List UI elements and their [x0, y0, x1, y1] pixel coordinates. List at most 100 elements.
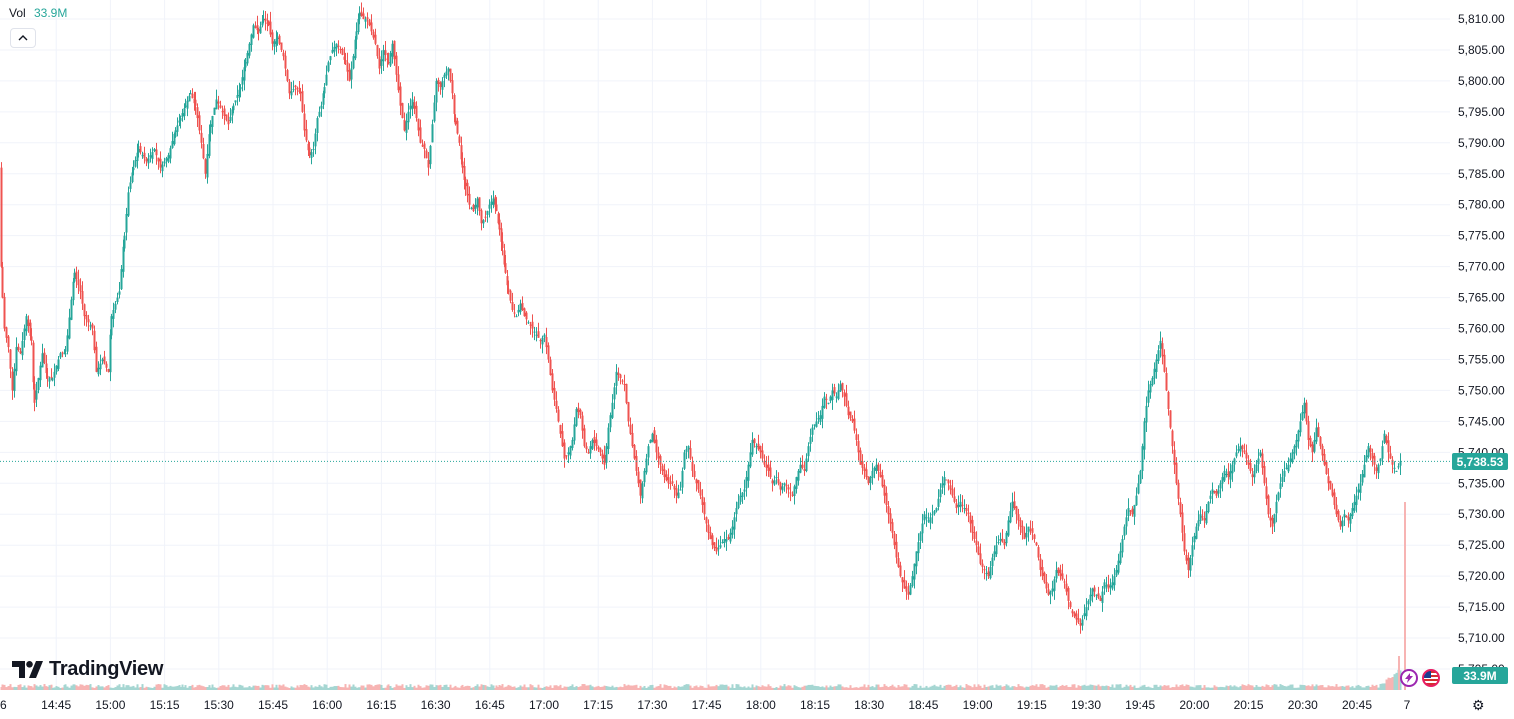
candle-body	[1287, 464, 1290, 472]
candle	[95, 341, 98, 373]
volume-bar	[795, 686, 798, 690]
candle-body	[183, 108, 186, 117]
volume-bar	[705, 687, 708, 690]
lightning-icon[interactable]	[1400, 669, 1418, 687]
candle-body	[301, 91, 304, 112]
candle-body	[254, 26, 257, 28]
candle-body	[911, 576, 914, 586]
candle	[759, 445, 762, 459]
candle-body	[1101, 591, 1104, 603]
candle-body	[1393, 467, 1396, 469]
candle-body	[118, 291, 121, 295]
candle	[286, 68, 289, 83]
volume-bar	[305, 684, 308, 690]
candle-body	[897, 558, 900, 567]
candle-body	[767, 464, 770, 471]
volume-bar	[1259, 686, 1262, 690]
candle	[1113, 568, 1116, 591]
candle	[1063, 578, 1066, 589]
candle	[629, 417, 632, 435]
candle-body	[935, 508, 938, 512]
candle	[116, 292, 119, 305]
candle-body	[1399, 461, 1402, 466]
candle	[733, 512, 736, 539]
candle-body	[1121, 539, 1124, 553]
candle	[811, 424, 814, 442]
candle	[863, 464, 866, 479]
candle	[305, 119, 308, 143]
volume-bar	[851, 687, 854, 690]
candle-body	[1153, 368, 1156, 379]
candle-body	[482, 220, 485, 224]
volume-bar	[1249, 685, 1252, 690]
candle-body	[763, 460, 766, 465]
candle	[735, 501, 738, 522]
candle-body	[709, 532, 712, 539]
candle	[298, 80, 301, 94]
candle-body	[1193, 535, 1196, 543]
candle-body	[1051, 588, 1054, 592]
candle-body	[729, 532, 732, 542]
candle	[1131, 506, 1134, 517]
candle	[79, 278, 82, 300]
candle-body	[957, 504, 960, 507]
volume-bar	[53, 687, 56, 690]
candle-body	[673, 485, 676, 490]
candle	[27, 315, 30, 333]
candle-body	[1135, 495, 1138, 506]
candle	[885, 486, 888, 513]
candle	[1107, 574, 1110, 593]
candle-body	[1265, 486, 1268, 499]
volume-bar	[191, 684, 194, 690]
candle-body	[839, 384, 842, 392]
candle-body	[853, 418, 856, 431]
volume-bar	[603, 685, 606, 690]
gear-icon[interactable]: ⚙	[1472, 697, 1485, 713]
candle	[573, 417, 576, 445]
volume-bar	[19, 684, 22, 690]
candle	[299, 87, 302, 102]
candle	[405, 113, 408, 141]
tradingview-logo[interactable]: TradingView	[12, 658, 163, 681]
volume-bar	[325, 684, 328, 690]
candle-body	[511, 302, 514, 310]
volume-bar	[155, 684, 158, 690]
candle	[254, 21, 257, 29]
candle-body	[665, 474, 668, 481]
candle	[316, 116, 319, 142]
volume-bar	[294, 687, 297, 690]
candle-body	[1247, 460, 1250, 465]
candle	[55, 365, 58, 375]
candle	[769, 460, 772, 480]
collapse-legend-button[interactable]	[10, 28, 36, 48]
candle-body	[57, 359, 60, 369]
candle	[355, 22, 358, 50]
candle-body	[597, 446, 600, 450]
candle	[77, 269, 80, 294]
candle-body	[947, 480, 950, 484]
volume-bar	[129, 686, 132, 690]
candle-body	[173, 133, 176, 145]
volume-bar	[987, 686, 990, 690]
volume-bar	[75, 685, 78, 690]
candle	[617, 367, 620, 381]
candle-body	[425, 150, 428, 159]
volume-bar	[783, 684, 786, 690]
candle	[939, 483, 942, 503]
candle	[337, 40, 340, 54]
candle-body	[335, 43, 338, 49]
flag-canton	[1424, 671, 1431, 678]
us-flag-icon[interactable]	[1422, 669, 1440, 687]
volume-bar	[157, 684, 160, 690]
candle	[1187, 552, 1190, 579]
candle-body	[595, 439, 598, 447]
volume-bar	[206, 687, 209, 690]
candle	[1233, 457, 1236, 472]
candle-body	[427, 159, 430, 168]
candle	[1191, 536, 1194, 566]
candle	[1393, 461, 1396, 474]
volume-bar	[1173, 687, 1176, 690]
candle	[1323, 449, 1326, 467]
time-axis: 6 14:45 15:00 15:15 15:30 15:45 16:00 16:15 16:3…	[0, 698, 1411, 712]
